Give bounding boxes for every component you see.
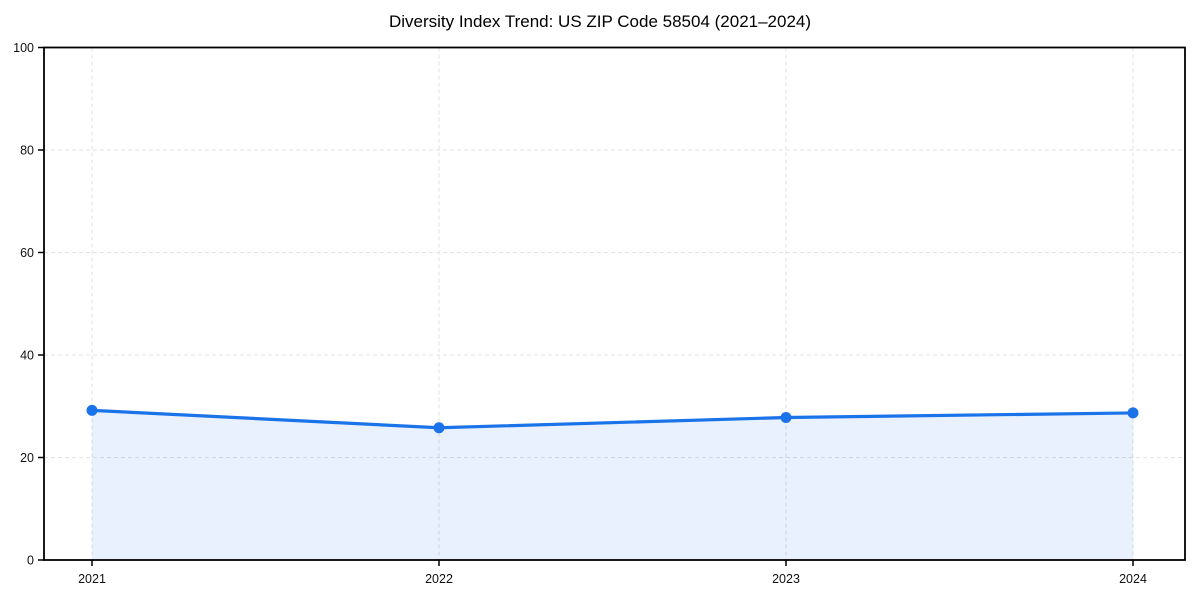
- y-tick-label: 60: [20, 246, 34, 260]
- plot-border: [43, 46, 1186, 561]
- data-point-marker: [433, 422, 445, 434]
- y-tick-label: 20: [20, 451, 34, 465]
- y-tick-label: 80: [20, 143, 34, 157]
- x-tick-label: 2021: [78, 572, 106, 586]
- data-point-marker: [1127, 407, 1139, 419]
- y-tick-label: 100: [13, 41, 34, 55]
- trend-line: [90, 408, 1135, 430]
- y-tick-label: 0: [27, 553, 34, 567]
- x-tick-label: 2022: [425, 572, 453, 586]
- x-tick-label: 2024: [1119, 572, 1147, 586]
- chart-title: Diversity Index Trend: US ZIP Code 58504…: [388, 12, 812, 31]
- data-point-marker: [780, 412, 792, 424]
- y-tick-label: 40: [20, 348, 34, 362]
- area-fill: [92, 410, 1133, 560]
- x-tick-label: 2023: [772, 572, 800, 586]
- data-point-marker: [86, 404, 98, 416]
